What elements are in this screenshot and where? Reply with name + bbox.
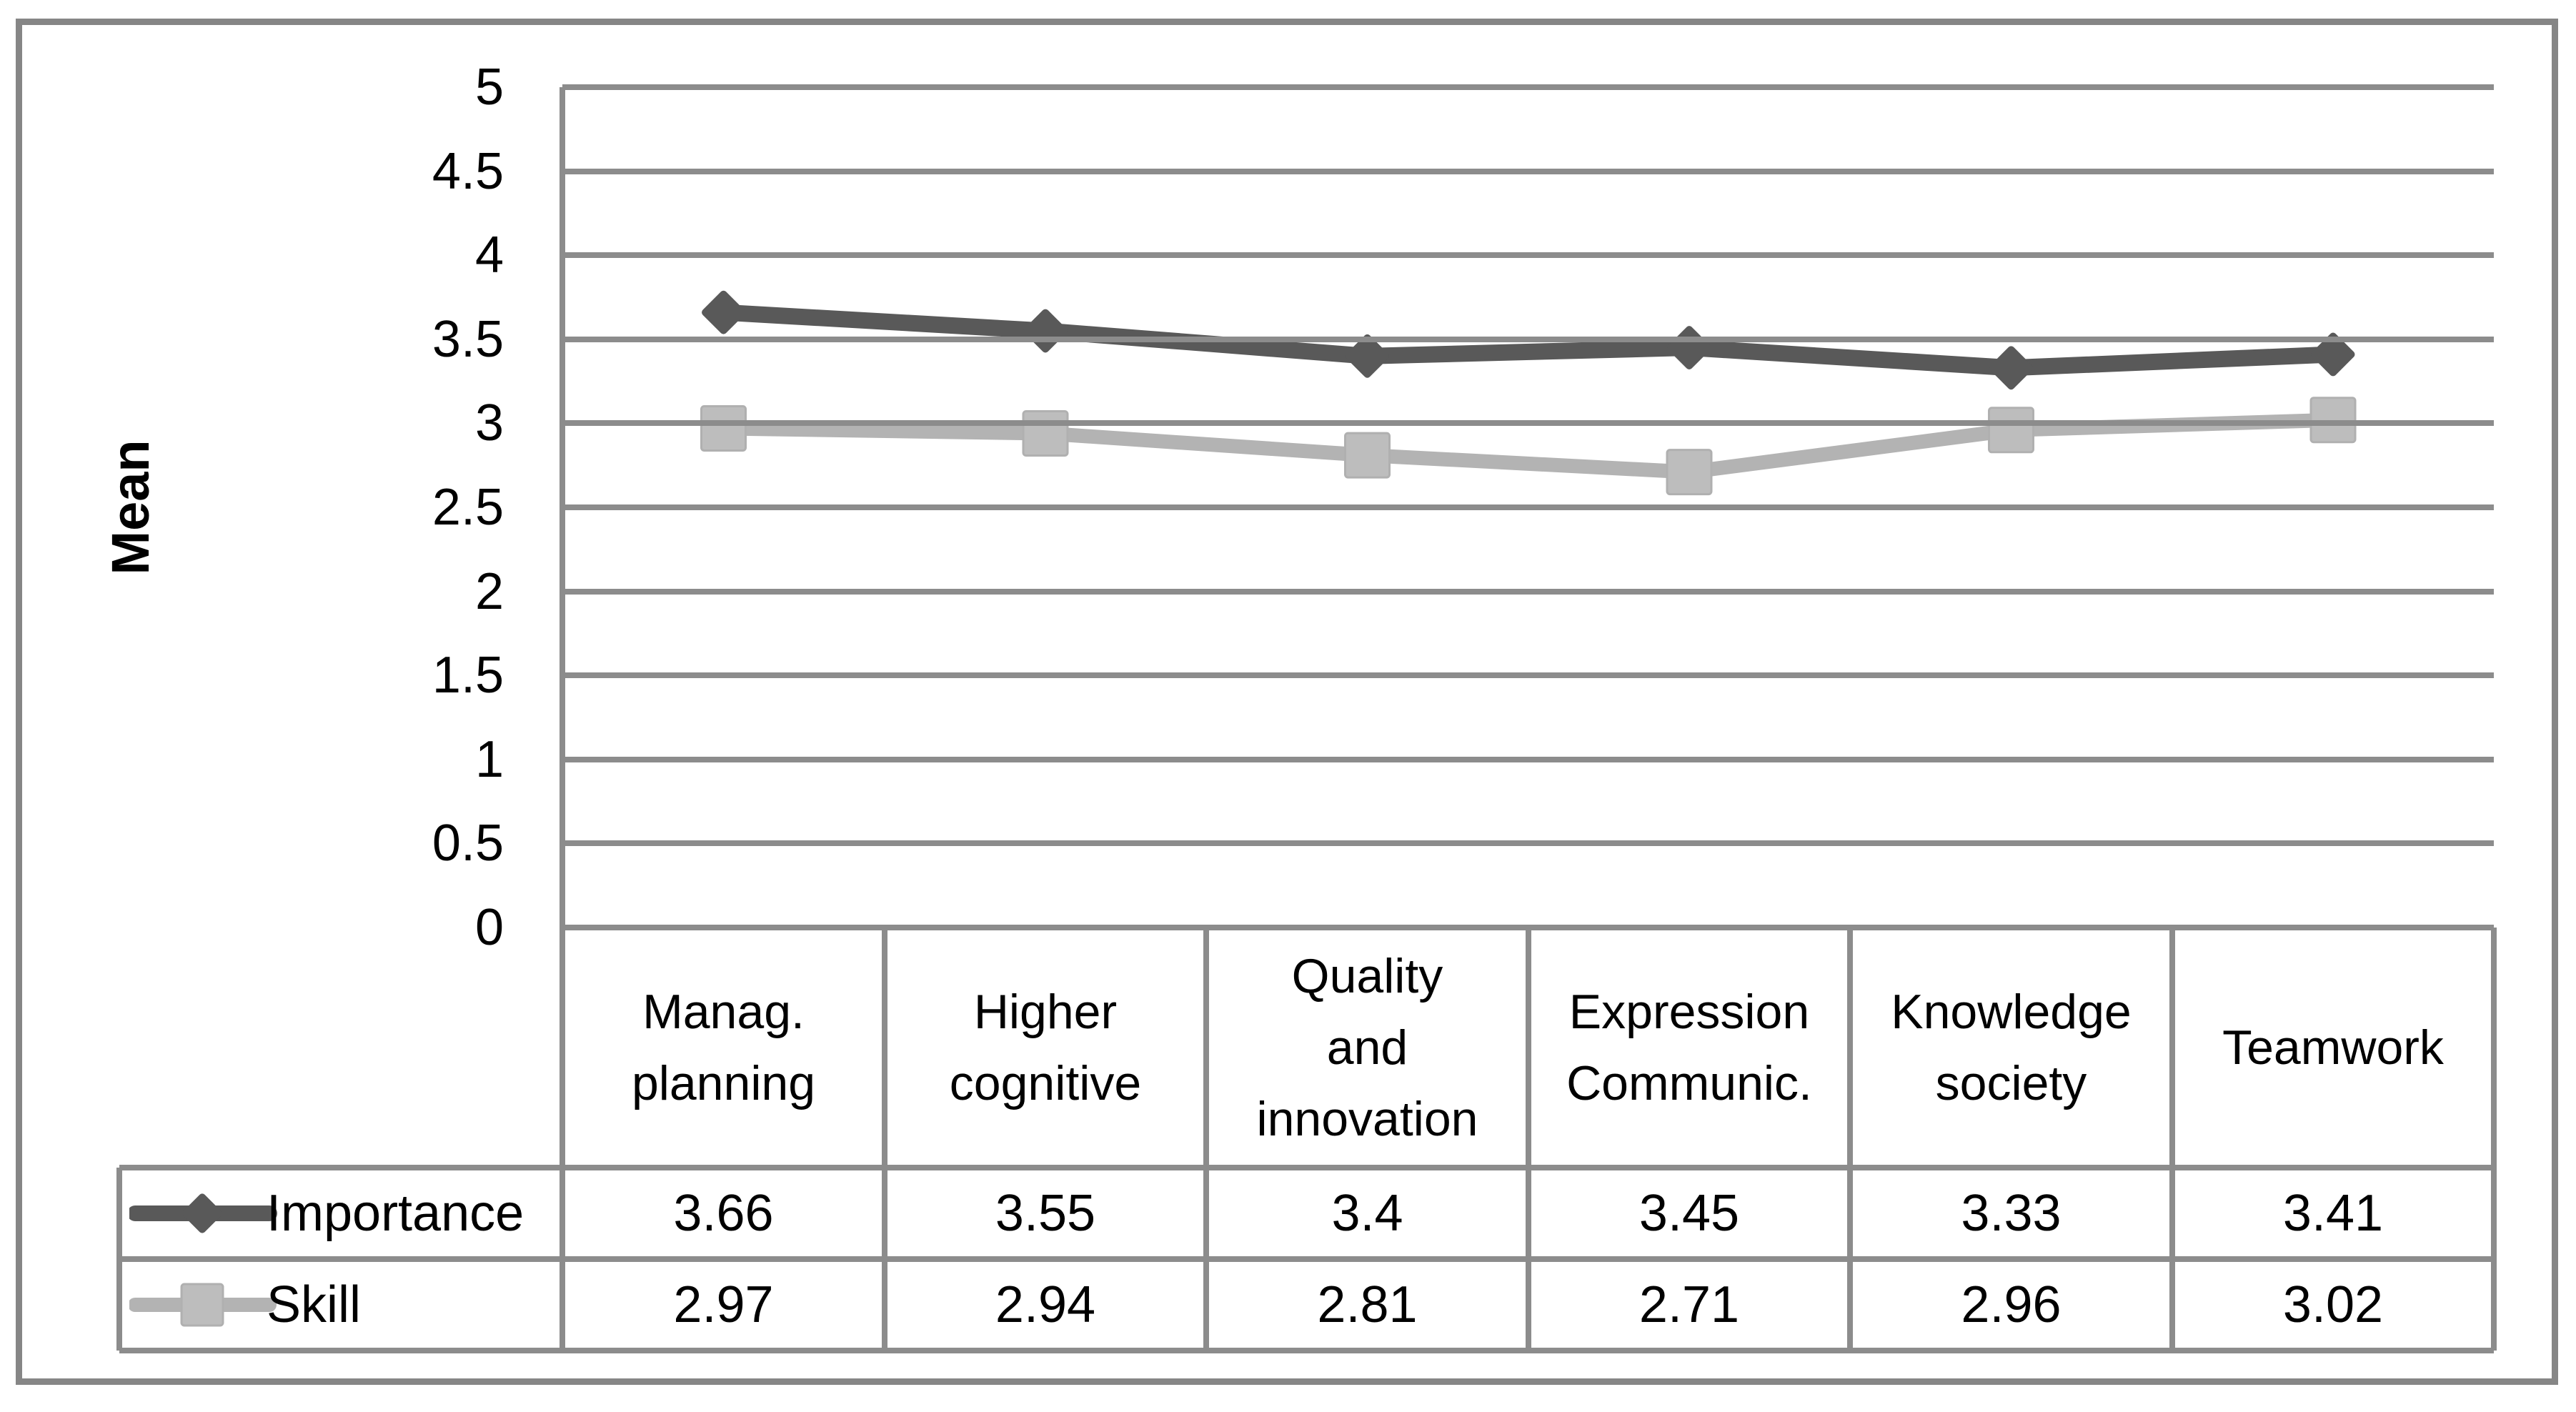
importance-marker — [702, 290, 745, 334]
skill-marker — [700, 404, 747, 452]
table-value-importance: 3.41 — [2282, 1185, 2384, 1242]
y-axis-tick-label: 5 — [474, 59, 504, 116]
table-border-v — [2491, 928, 2497, 1351]
table-value-importance: 3.4 — [1331, 1185, 1403, 1242]
legend-item-importance: Importance — [119, 1168, 562, 1259]
importance-line — [715, 304, 2342, 377]
category-label: Knowledge society — [1891, 985, 2132, 1110]
category-label: Quality and innovation — [1256, 949, 1478, 1146]
gridline — [562, 84, 2494, 90]
y-axis-tick-label: 1.5 — [432, 647, 504, 705]
table-value-skill: 2.97 — [673, 1276, 774, 1333]
importance-marker — [1023, 309, 1068, 353]
table-border-v — [1526, 928, 1531, 1351]
skill-marker — [1666, 449, 1713, 496]
table-value-skill: 3.02 — [2282, 1276, 2384, 1333]
skill-marker — [1022, 410, 1069, 457]
skill-marker — [2309, 397, 2357, 444]
importance-marker — [2311, 332, 2355, 377]
table-border-v — [2169, 928, 2175, 1351]
importance-marker — [1346, 334, 1389, 378]
table-value-skill: 2.94 — [995, 1276, 1096, 1333]
legend-label-skill: Skill — [267, 1276, 362, 1333]
table-border-v — [882, 928, 887, 1351]
table-border-v — [1847, 928, 1853, 1351]
importance-diamond-legend-icon — [129, 1193, 277, 1233]
importance-marker — [1989, 346, 2033, 390]
y-axis-tick-label: 0.5 — [432, 815, 504, 872]
gridline — [562, 168, 2494, 174]
gridline — [562, 336, 2494, 342]
y-axis-tick-label: 4 — [474, 227, 504, 284]
y-axis-tick-label: 0 — [474, 899, 504, 956]
y-axis-line — [560, 87, 565, 928]
y-axis-tick-label: 3 — [474, 394, 504, 452]
importance-marker — [1667, 326, 1711, 370]
gridline — [562, 420, 2494, 427]
skill-marker — [1344, 432, 1391, 479]
table-border-v — [1203, 928, 1209, 1351]
importance-legend-marker — [182, 1193, 222, 1233]
legend-item-skill: Skill — [119, 1259, 562, 1351]
y-axis-tick-label: 4.5 — [432, 142, 504, 200]
table-value-skill: 2.96 — [1961, 1276, 2062, 1333]
table-value-skill: 2.81 — [1317, 1276, 1418, 1333]
y-axis-tick-label: 2 — [474, 562, 504, 620]
table-border-v — [560, 928, 565, 1351]
category-label: Teamwork — [2222, 1020, 2444, 1075]
category-label: Manag. planning — [631, 985, 816, 1110]
gridline — [562, 672, 2494, 679]
gridline — [562, 588, 2494, 595]
gridline — [562, 252, 2494, 259]
y-axis-title: Mean — [101, 439, 160, 575]
table-value-importance: 3.66 — [673, 1185, 774, 1242]
table-value-importance: 3.45 — [1638, 1185, 1740, 1242]
y-axis-tick-label: 2.5 — [432, 479, 504, 536]
gridline — [562, 504, 2494, 510]
table-value-importance: 3.33 — [1961, 1185, 2062, 1242]
y-axis-tick-label: 3.5 — [432, 310, 504, 368]
table-value-importance: 3.55 — [995, 1185, 1096, 1242]
figure-border — [16, 19, 2558, 1385]
legend-label-importance: Importance — [267, 1185, 524, 1242]
gridline — [562, 840, 2494, 847]
gridline — [562, 756, 2494, 762]
skill-line — [716, 412, 2340, 479]
y-axis-tick-label: 1 — [474, 730, 504, 788]
category-label: Expression Communic. — [1566, 985, 1812, 1110]
table-border-v — [116, 1168, 122, 1351]
skill-marker — [1988, 407, 2034, 454]
category-label: Higher cognitive — [949, 985, 1142, 1110]
skill-square-legend-icon — [129, 1283, 277, 1327]
table-border-h — [119, 1256, 2494, 1262]
skill-legend-marker — [180, 1283, 224, 1327]
table-border-h — [119, 1348, 2494, 1353]
table-border-h — [119, 1165, 2494, 1170]
table-value-skill: 2.71 — [1638, 1276, 1740, 1333]
